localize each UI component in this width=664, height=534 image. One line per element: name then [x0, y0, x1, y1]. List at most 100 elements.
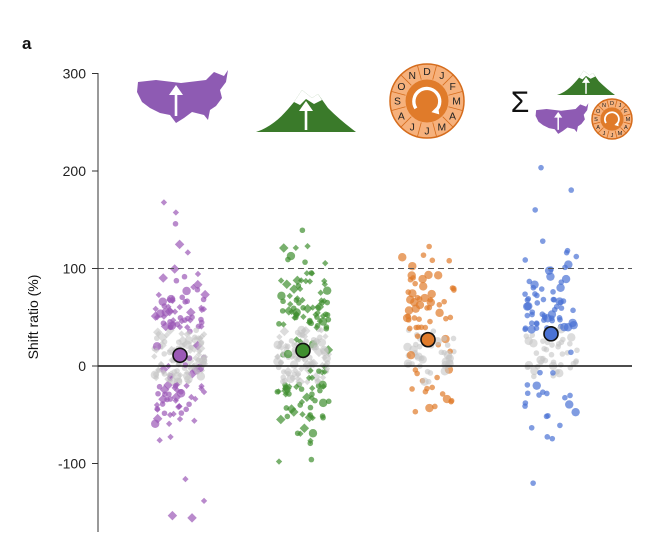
data-point	[320, 414, 326, 421]
data-point	[574, 347, 580, 354]
data-point	[550, 370, 556, 376]
data-point	[283, 349, 293, 359]
data-point	[175, 403, 183, 410]
data-point	[293, 336, 300, 343]
data-point	[182, 475, 189, 483]
data-point	[420, 293, 429, 303]
data-point	[298, 386, 305, 392]
data-point	[186, 355, 193, 362]
data-point	[280, 321, 287, 328]
wheel-divider	[442, 116, 454, 128]
data-point	[166, 391, 172, 398]
data-point	[447, 314, 454, 321]
data-point	[320, 297, 328, 305]
data-point	[555, 297, 564, 306]
data-point	[186, 347, 194, 354]
points-layer	[150, 164, 580, 523]
data-point	[547, 310, 557, 319]
data-point	[319, 374, 327, 381]
data-point	[524, 312, 531, 319]
y-axis-label: Shift ratio (%)	[25, 275, 41, 360]
data-point	[159, 385, 170, 395]
data-point	[420, 252, 427, 258]
data-point	[425, 403, 434, 413]
wheel-divider	[592, 113, 601, 117]
data-point	[427, 289, 436, 299]
data-point	[564, 247, 571, 254]
data-point	[191, 417, 198, 424]
month-letter: N	[408, 71, 415, 82]
wheel-divider	[391, 91, 406, 96]
group-mean-marker	[172, 347, 188, 364]
data-point	[193, 279, 203, 290]
data-point	[529, 332, 536, 338]
up-arrow-head	[299, 101, 313, 111]
data-point	[528, 424, 535, 431]
data-point	[181, 341, 188, 348]
data-point	[414, 370, 420, 377]
data-point	[193, 327, 199, 334]
data-point	[192, 395, 199, 403]
data-point	[317, 338, 327, 347]
data-point	[170, 320, 177, 327]
wheel-divider	[448, 91, 463, 96]
data-point	[284, 413, 291, 420]
data-point	[570, 307, 576, 314]
data-point	[196, 372, 206, 381]
data-point	[153, 401, 161, 409]
y-tick-label: 0	[78, 358, 86, 374]
data-point	[278, 340, 284, 346]
data-point	[198, 382, 205, 390]
data-point	[412, 408, 419, 415]
data-point	[186, 401, 192, 408]
data-point	[275, 388, 282, 395]
data-point	[429, 257, 436, 264]
us-map-shape	[137, 70, 228, 123]
data-point	[322, 333, 329, 340]
data-point	[288, 308, 295, 315]
data-point	[151, 353, 158, 360]
data-point	[184, 249, 192, 256]
data-point	[167, 433, 174, 441]
data-point	[156, 437, 163, 444]
data-point	[307, 367, 314, 374]
data-point	[323, 325, 330, 332]
data-point	[440, 367, 449, 376]
data-point	[299, 296, 306, 304]
data-point	[443, 315, 449, 322]
data-point	[319, 312, 327, 320]
data-point	[320, 347, 329, 356]
wheel-divider	[620, 104, 627, 111]
data-point	[287, 300, 294, 308]
y-tick-label: 300	[63, 66, 87, 82]
data-point	[200, 497, 208, 505]
sum-icon: Σ	[511, 86, 530, 119]
data-point	[522, 291, 528, 297]
wheel-inner	[600, 107, 624, 131]
data-point	[317, 387, 323, 394]
data-point	[152, 342, 162, 351]
data-point	[184, 324, 191, 331]
data-point	[195, 351, 203, 358]
data-point	[161, 338, 168, 345]
data-point	[279, 308, 286, 314]
data-point	[408, 289, 417, 298]
data-point	[198, 306, 205, 314]
data-point	[293, 355, 299, 361]
data-point	[172, 221, 179, 227]
wheel-divider	[614, 130, 618, 139]
data-point	[295, 377, 305, 387]
data-point	[409, 386, 415, 392]
mountain-icon	[256, 90, 356, 132]
data-point	[406, 350, 416, 360]
data-point	[538, 286, 545, 292]
data-point	[275, 458, 283, 465]
wheel-divider	[597, 127, 604, 134]
data-point	[419, 282, 428, 291]
data-point	[194, 286, 201, 293]
data-point	[165, 371, 173, 379]
data-point	[427, 370, 434, 376]
data-point	[448, 397, 455, 404]
data-point	[308, 429, 318, 438]
